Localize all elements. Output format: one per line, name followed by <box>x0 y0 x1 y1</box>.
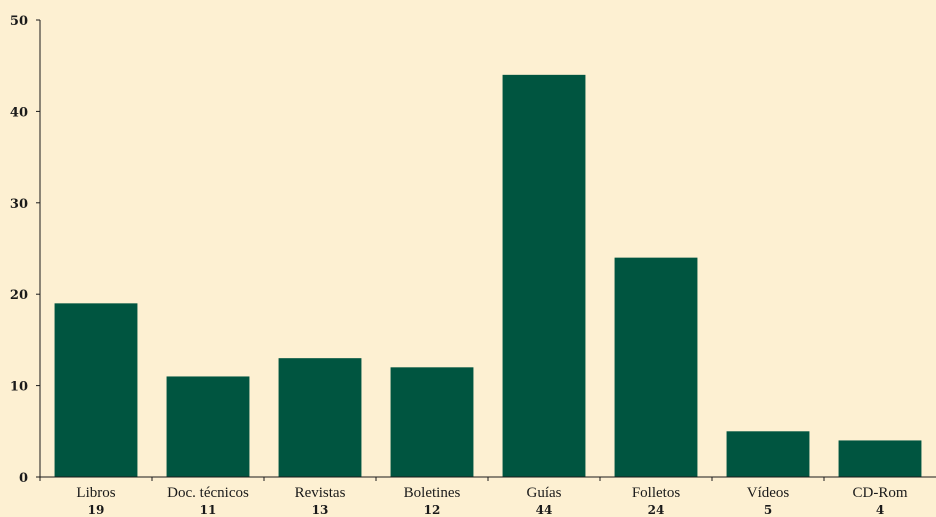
value-label: 13 <box>312 503 329 517</box>
bar <box>502 74 586 477</box>
bars <box>54 74 922 477</box>
category-label: CD-Rom <box>852 485 907 501</box>
y-tick-label: 40 <box>10 105 28 120</box>
bar <box>726 431 810 477</box>
bar <box>54 303 138 477</box>
value-label: 44 <box>536 503 553 517</box>
x-axis-labels: Libros 19 Doc. técnicos 11 Revistas 13 Boletin… <box>39 477 908 517</box>
bar <box>390 367 474 477</box>
value-label: 11 <box>200 503 217 517</box>
bar <box>614 257 698 477</box>
y-tick-label: 50 <box>10 14 28 29</box>
category-label: Folletos <box>632 485 681 501</box>
category-label: Boletines <box>404 485 461 501</box>
bar <box>166 376 250 477</box>
category-label: Vídeos <box>747 485 790 501</box>
value-label: 5 <box>764 503 772 517</box>
category-label: Doc. técnicos <box>167 485 249 501</box>
y-tick-label: 10 <box>10 380 28 395</box>
category-label: Libros <box>76 485 115 501</box>
value-label: 19 <box>88 503 105 517</box>
bar <box>838 440 922 477</box>
value-label: 24 <box>648 503 665 517</box>
y-axis: 0 10 20 30 40 50 <box>10 14 40 486</box>
value-label: 4 <box>876 503 884 517</box>
y-tick-label: 30 <box>10 197 28 212</box>
value-label: 12 <box>424 503 441 517</box>
y-tick-label: 20 <box>10 288 28 303</box>
category-label: Revistas <box>295 485 346 501</box>
bar <box>278 358 362 477</box>
category-label: Guías <box>527 485 562 501</box>
y-tick-label: 0 <box>19 471 28 486</box>
